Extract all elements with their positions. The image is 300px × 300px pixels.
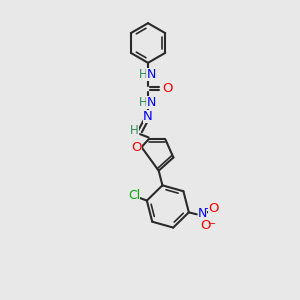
Text: H: H (130, 124, 139, 137)
Text: +: + (204, 204, 212, 214)
Text: N: N (146, 96, 156, 109)
Text: O: O (200, 219, 211, 232)
Text: Cl: Cl (128, 189, 140, 202)
Text: O: O (131, 141, 142, 154)
Text: H: H (139, 96, 147, 109)
Text: −: − (208, 219, 216, 229)
Text: O: O (163, 82, 173, 95)
Text: N: N (198, 207, 207, 220)
Text: N: N (143, 110, 153, 123)
Text: N: N (146, 68, 156, 81)
Text: O: O (208, 202, 219, 215)
Text: H: H (139, 68, 147, 81)
